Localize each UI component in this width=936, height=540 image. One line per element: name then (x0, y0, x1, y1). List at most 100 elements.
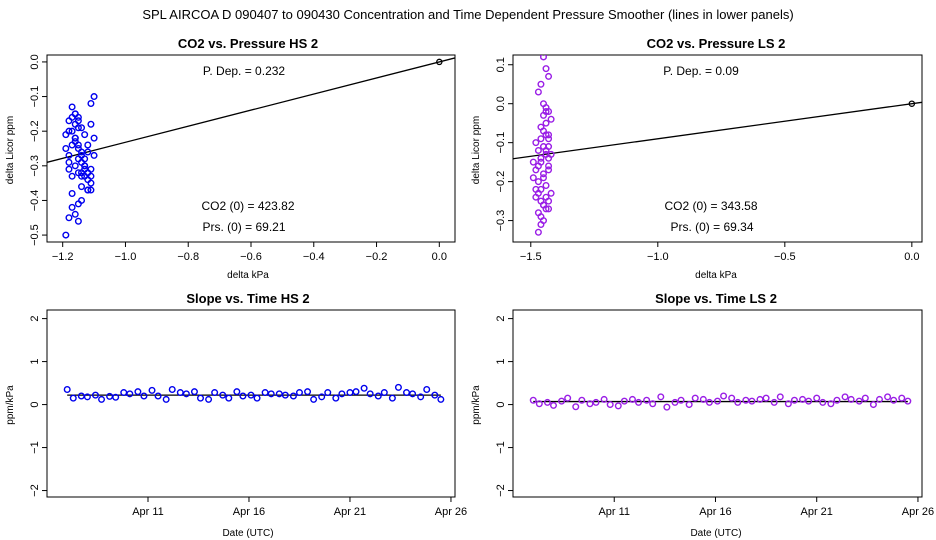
x-tick-label: Apr 26 (902, 506, 934, 518)
data-point (78, 183, 86, 191)
data-point (537, 154, 545, 162)
data-point (126, 390, 134, 398)
data-point (81, 131, 89, 139)
data-point (71, 210, 79, 218)
panel-hs-time: Slope vs. Time HS 2 Date (UTC) ppm/kPa A… (5, 291, 467, 539)
data-point (332, 394, 340, 402)
data-point (68, 203, 76, 211)
data-point (120, 389, 128, 397)
x-tick-label: −0.6 (240, 251, 262, 263)
data-point (225, 394, 233, 402)
data-point (756, 395, 764, 403)
data-point (542, 131, 550, 139)
data-point (360, 384, 368, 392)
data-point (592, 398, 600, 406)
data-point (606, 401, 614, 409)
data-point (578, 396, 586, 404)
x-tick-label: Apr 16 (233, 506, 265, 518)
data-point (83, 393, 91, 401)
data-point (417, 393, 425, 401)
x-tick-label: Apr 26 (435, 506, 467, 518)
y-tick-label: −0.5 (29, 224, 41, 246)
fit-line (47, 57, 455, 163)
data-point (380, 389, 388, 397)
x-tick-label: Apr 11 (132, 506, 164, 518)
data-point (545, 131, 553, 139)
y-axis-label: delta Licor ppm (471, 116, 482, 184)
y-tick-label: −1 (29, 441, 41, 454)
panel-ls-pressure: CO2 vs. Pressure LS 2 delta kPa delta Li… (471, 36, 923, 281)
data-point (106, 392, 114, 400)
data-point (884, 393, 892, 401)
data-point (304, 388, 312, 396)
data-point (239, 392, 247, 400)
data-point (394, 383, 402, 391)
data-point (71, 162, 79, 170)
data-point (68, 141, 76, 149)
y-tick-label: −0.3 (29, 155, 41, 177)
data-point (148, 386, 156, 394)
data-point (699, 395, 707, 403)
data-point (366, 390, 374, 398)
data-point (190, 388, 198, 396)
y-axis-label: delta Licor ppm (5, 116, 16, 184)
panel-hs-pressure: CO2 vs. Pressure HS 2 delta kPa delta Li… (5, 36, 456, 281)
data-point (847, 395, 855, 403)
data-point (537, 220, 545, 228)
data-point (545, 162, 553, 170)
data-point (154, 392, 162, 400)
data-point (289, 392, 297, 400)
data-point (74, 117, 82, 125)
x-axis-label: Date (UTC) (222, 528, 273, 539)
data-point (352, 388, 360, 396)
data-point (65, 214, 73, 222)
data-point (539, 201, 547, 209)
data-point (776, 393, 784, 401)
data-point (586, 400, 594, 408)
data-point (529, 396, 537, 404)
x-tick-label: Apr 11 (598, 506, 630, 518)
x-tick-label: −1.2 (52, 251, 74, 263)
y-tick-label: 1 (495, 359, 507, 365)
data-point (84, 141, 92, 149)
data-point (542, 65, 550, 73)
data-point (799, 395, 807, 403)
data-point (168, 386, 176, 394)
y-tick-label: −2 (29, 484, 41, 497)
data-point (182, 390, 190, 398)
data-point (253, 394, 261, 402)
data-point (74, 124, 82, 132)
data-point (534, 146, 542, 154)
data-point (388, 394, 396, 402)
data-point (685, 401, 693, 409)
x-axis-label: delta kPa (227, 270, 269, 281)
panel-ls-time: Slope vs. Time LS 2 Date (UTC) ppm/kPa A… (471, 291, 934, 539)
origin-point (436, 58, 443, 66)
y-tick-label: 0.0 (495, 96, 507, 111)
plot-frame (46, 309, 456, 498)
data-point (87, 165, 95, 173)
data-point (545, 72, 553, 80)
y-tick-label: −0.3 (495, 210, 507, 232)
pressure-dependence-label: P. Dep. = 0.09 (663, 64, 739, 78)
y-tick-label: 2 (495, 316, 507, 322)
data-point (614, 402, 622, 410)
plot-frame (512, 54, 923, 243)
data-point (68, 172, 76, 180)
fit-line (513, 101, 922, 160)
y-tick-label: 0.0 (29, 54, 41, 69)
data-point (162, 395, 170, 403)
data-point (549, 401, 557, 409)
data-point (534, 88, 542, 96)
data-point (600, 395, 608, 403)
data-point (790, 396, 798, 404)
data-point (543, 398, 551, 406)
y-tick-label: −0.2 (495, 171, 507, 193)
data-point (671, 398, 679, 406)
x-axis-label: delta kPa (695, 270, 737, 281)
data-point (539, 55, 547, 61)
data-point (547, 150, 555, 158)
data-point (87, 120, 95, 128)
y-tick-label: −1 (495, 441, 507, 454)
